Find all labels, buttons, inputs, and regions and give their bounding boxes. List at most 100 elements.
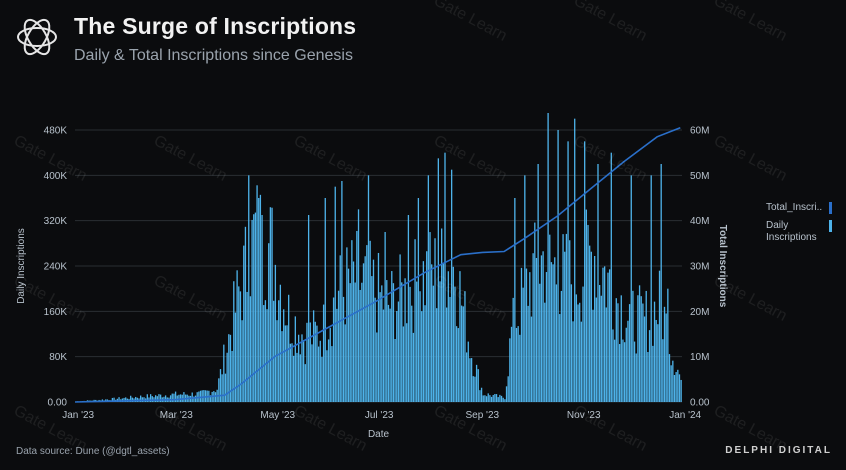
daily-bar	[635, 353, 637, 402]
legend-label-daily: Daily Inscriptions	[766, 220, 817, 243]
daily-bar	[302, 340, 305, 402]
daily-bar	[509, 338, 511, 402]
daily-bar	[587, 224, 589, 402]
daily-bar	[254, 212, 257, 402]
daily-bar	[482, 395, 484, 402]
legend-item-total[interactable]: Total_Inscri..	[766, 202, 833, 214]
daily-bar	[532, 253, 534, 402]
daily-bar	[359, 289, 361, 402]
daily-bar	[402, 326, 405, 402]
daily-bar	[494, 393, 496, 402]
daily-bar	[324, 198, 326, 402]
daily-bar	[625, 327, 627, 402]
daily-bar	[201, 390, 203, 402]
daily-bar	[351, 240, 353, 402]
daily-bar	[663, 306, 666, 402]
daily-bar	[238, 286, 240, 402]
daily-bar	[226, 352, 228, 402]
daily-bar	[537, 164, 539, 402]
daily-bar	[401, 282, 403, 402]
daily-bar	[296, 352, 298, 402]
daily-bar	[158, 394, 160, 402]
daily-bar	[372, 259, 375, 402]
daily-bar	[677, 369, 679, 402]
daily-bar	[362, 263, 365, 402]
daily-bar	[650, 175, 652, 402]
daily-bar	[499, 394, 501, 402]
x-tick-label: Sep '23	[465, 410, 499, 421]
daily-bar	[364, 256, 366, 402]
daily-bar	[572, 321, 574, 402]
daily-bar	[193, 396, 195, 402]
daily-bar	[475, 364, 478, 402]
daily-bar	[512, 297, 514, 402]
daily-bar	[233, 281, 235, 402]
legend-item-daily[interactable]: Daily Inscriptions	[766, 220, 832, 244]
daily-bar	[397, 301, 400, 402]
daily-bar	[194, 395, 197, 402]
daily-bar	[525, 268, 528, 402]
daily-bar	[304, 364, 306, 402]
daily-bar	[520, 267, 523, 402]
daily-bar	[552, 264, 554, 402]
daily-bar	[618, 344, 621, 402]
y-right-tick-label: 10M	[690, 352, 709, 363]
daily-bar	[231, 350, 233, 402]
daily-bar	[605, 307, 607, 402]
daily-bar	[113, 397, 115, 402]
daily-bar	[472, 376, 474, 402]
daily-bar	[294, 316, 296, 402]
x-tick-label: May '23	[260, 410, 295, 421]
daily-bar	[554, 257, 556, 402]
daily-bar	[479, 390, 481, 402]
daily-bar	[505, 386, 508, 402]
daily-bar	[529, 272, 531, 402]
daily-bar	[214, 392, 217, 402]
daily-bar	[670, 365, 672, 402]
legend-swatch-daily	[829, 220, 832, 232]
daily-bar	[580, 321, 583, 402]
x-tick-label: Jan '23	[62, 410, 94, 421]
daily-bar	[417, 198, 420, 402]
daily-bar	[131, 397, 134, 402]
daily-bar	[339, 255, 341, 402]
daily-bar	[584, 141, 586, 403]
daily-bar	[409, 286, 411, 402]
daily-bar	[164, 395, 167, 402]
daily-bar	[349, 283, 351, 402]
daily-bar	[436, 308, 438, 402]
daily-bar	[118, 397, 120, 402]
daily-bar	[337, 290, 340, 402]
daily-bar	[495, 394, 498, 402]
daily-bar	[555, 284, 558, 402]
daily-bar	[316, 325, 318, 402]
daily-bar	[347, 268, 350, 402]
daily-bar	[327, 339, 330, 402]
daily-bar	[299, 354, 301, 402]
daily-bar	[444, 152, 446, 402]
daily-bar	[534, 222, 536, 402]
daily-bar	[607, 272, 609, 402]
daily-bar	[502, 397, 504, 402]
daily-bar	[595, 297, 597, 402]
legend: Total_Inscri.. Daily Inscriptions	[766, 202, 833, 250]
daily-bar	[575, 294, 578, 402]
daily-bar	[149, 394, 152, 402]
daily-bar	[154, 395, 157, 402]
daily-bar	[469, 358, 471, 402]
daily-bar	[297, 334, 300, 402]
daily-bar	[484, 395, 486, 402]
daily-bar	[389, 308, 391, 402]
daily-bar	[569, 240, 571, 402]
daily-bar	[608, 269, 611, 402]
daily-bar	[286, 325, 288, 402]
y-left-tick-label: 160K	[44, 307, 68, 318]
daily-bar	[394, 338, 396, 402]
y-left-axis-title: Daily Inscriptions	[16, 228, 27, 304]
x-axis-title: Date	[368, 429, 390, 440]
daily-bar	[173, 393, 175, 402]
daily-bar	[594, 255, 596, 402]
daily-bar	[174, 391, 177, 402]
daily-bar	[224, 373, 227, 402]
